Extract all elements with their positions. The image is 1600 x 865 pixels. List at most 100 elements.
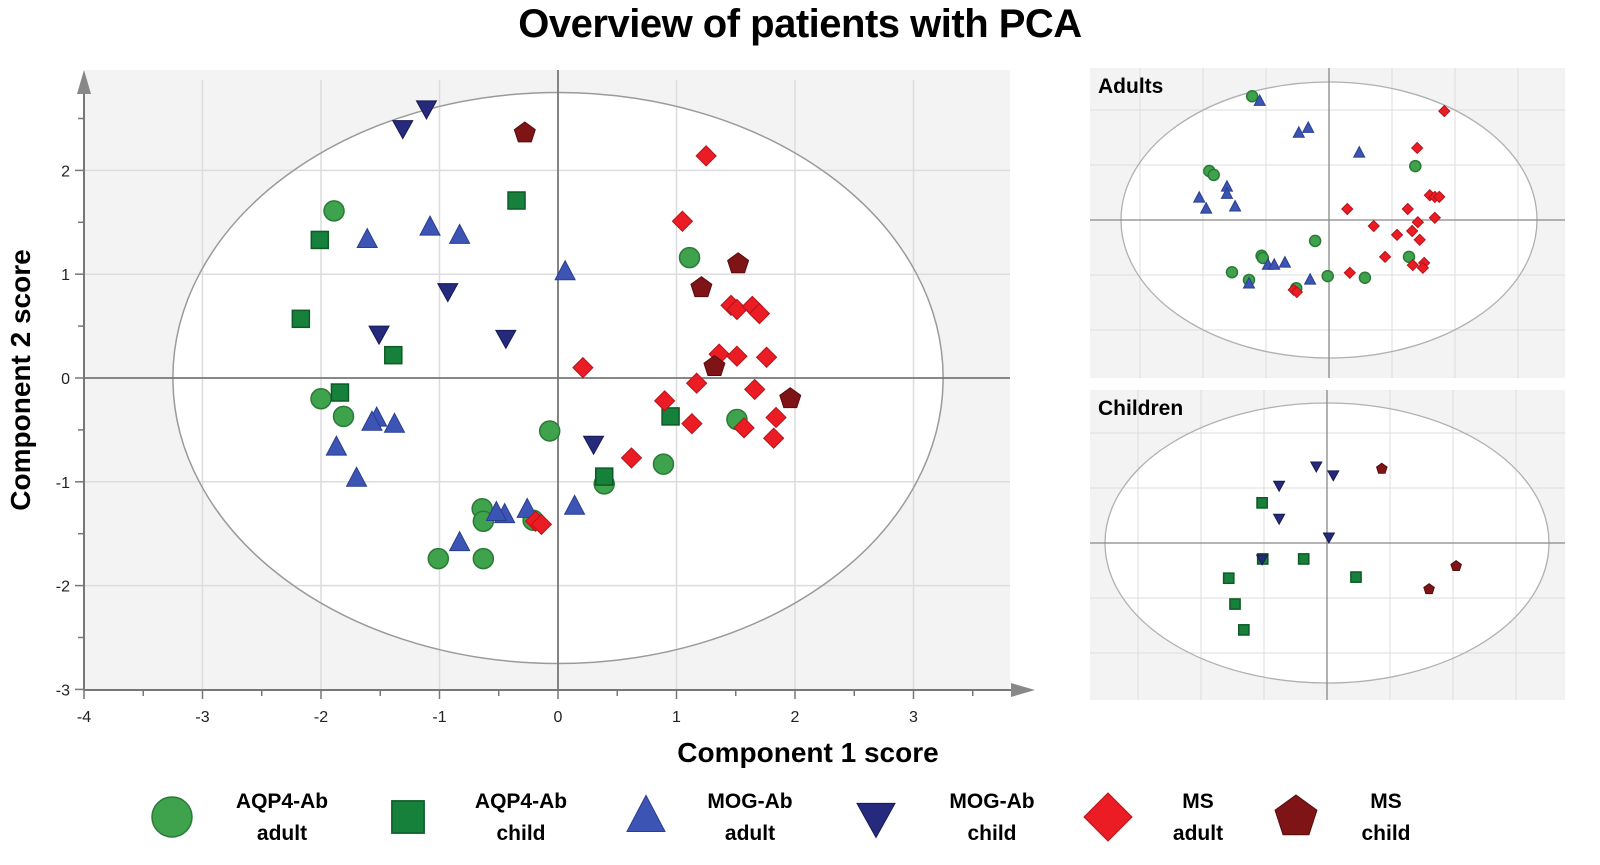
inset-series-mog-ab-child	[1255, 461, 1340, 566]
data-point	[1343, 266, 1356, 280]
data-point	[495, 329, 517, 350]
data-point	[1450, 559, 1462, 572]
data-point	[1237, 624, 1250, 636]
x-tick-label: 2	[791, 709, 800, 726]
data-point	[1292, 125, 1306, 138]
y-tick-label: 2	[61, 163, 70, 180]
data-point	[1413, 233, 1426, 247]
chart-title: Overview of patients with PCA	[518, 2, 1082, 46]
data-point	[1322, 532, 1336, 544]
data-point	[1358, 271, 1372, 284]
data-point	[1242, 276, 1256, 289]
legend-marker-icon	[1083, 792, 1133, 842]
data-point	[291, 309, 311, 329]
data-point	[1228, 199, 1242, 212]
legend-label-line1: MS	[1182, 790, 1214, 813]
data-point	[1406, 258, 1419, 272]
data-point	[530, 513, 553, 536]
series-mog-ab-adult	[325, 215, 586, 552]
data-point	[1350, 571, 1362, 583]
data-point	[1225, 266, 1239, 279]
data-point	[345, 466, 368, 487]
data-point	[652, 453, 675, 475]
data-point	[384, 345, 403, 365]
data-point	[1410, 141, 1424, 155]
data-point	[538, 420, 561, 442]
x-axis-arrow-icon	[1011, 683, 1035, 697]
data-point	[733, 417, 755, 439]
data-point	[755, 346, 778, 368]
data-point	[695, 145, 717, 167]
y-axis-label: Component 2 score	[5, 249, 36, 510]
data-point	[1401, 202, 1414, 216]
main-plot: -4 -3 -2 -1 0 1 2 3 -3 -2 -1 0 1 2 Component 1 score Co…	[5, 70, 1035, 768]
data-point	[361, 410, 383, 431]
data-point	[448, 223, 471, 244]
data-point	[779, 387, 802, 409]
x-tick-label: 1	[672, 709, 681, 726]
data-point	[1256, 497, 1268, 509]
data-point	[448, 530, 471, 552]
data-point	[1367, 219, 1380, 233]
x-tick-label: -4	[77, 709, 91, 726]
data-point	[1220, 186, 1234, 199]
data-point	[516, 497, 539, 518]
legend-label-line1: MS	[1370, 790, 1402, 813]
legend-label-line1: AQP4-Ab	[236, 790, 328, 813]
data-point	[310, 230, 330, 250]
data-point	[427, 547, 450, 570]
legend-marker-icon	[856, 802, 896, 839]
data-point	[325, 435, 348, 456]
data-point	[1416, 261, 1430, 275]
x-tick-label: 3	[909, 709, 918, 726]
data-point	[1303, 272, 1317, 285]
inset-children-plot: Children	[1090, 390, 1565, 700]
legend-marker-icon	[1274, 794, 1318, 836]
inset-title: Adults	[1098, 75, 1163, 98]
y-tick-label: 0	[61, 371, 70, 388]
series-aqp4-ab-child	[291, 191, 680, 486]
data-point	[1405, 224, 1419, 238]
data-point	[1375, 462, 1388, 474]
legend-label-line2: adult	[1173, 822, 1223, 845]
data-point	[485, 500, 508, 522]
data-point	[1433, 190, 1446, 204]
data-point	[472, 547, 495, 570]
inset-series-mog-ab-adult	[1192, 93, 1366, 289]
data-point	[1222, 572, 1235, 585]
data-point	[1341, 202, 1354, 216]
legend-label-line2: child	[1361, 822, 1410, 845]
data-point	[620, 447, 643, 469]
series-mog-ab-child	[368, 100, 605, 456]
legend-item-mog-ab-adult: MOG-Ab adult	[626, 790, 793, 845]
data-point	[1256, 251, 1270, 265]
data-point	[1255, 554, 1269, 566]
data-point	[744, 378, 766, 401]
data-point	[703, 354, 726, 376]
data-point	[415, 100, 438, 120]
data-point	[1326, 470, 1340, 482]
legend-marker-icon	[151, 796, 193, 838]
data-point	[1278, 255, 1292, 268]
data-point	[671, 210, 694, 232]
y-tick-label: -1	[56, 475, 70, 492]
data-point	[727, 252, 750, 274]
data-point	[1402, 250, 1416, 264]
data-point	[1378, 250, 1392, 264]
legend-label-line1: AQP4-Ab	[475, 790, 567, 813]
data-point	[726, 345, 748, 367]
data-point	[690, 276, 713, 298]
data-point	[1207, 168, 1220, 182]
data-point	[1438, 104, 1451, 118]
y-tick-label: -3	[56, 682, 70, 699]
data-point	[661, 407, 680, 426]
data-point	[1352, 145, 1366, 158]
data-point	[1428, 211, 1442, 225]
legend-label-line2: child	[967, 822, 1016, 845]
legend-marker-icon	[391, 800, 425, 834]
data-point	[1411, 215, 1425, 229]
data-point	[330, 383, 350, 402]
data-point	[1301, 120, 1315, 133]
legend-label-line1: MOG-Ab	[949, 790, 1034, 813]
